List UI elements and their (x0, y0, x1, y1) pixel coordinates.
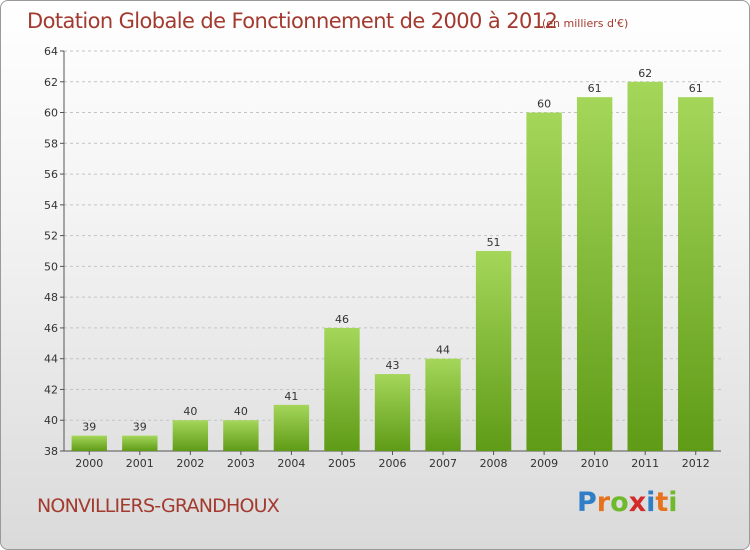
data-labels: 39 39 40 40 41 46 43 44 51 60 61 62 61 (82, 67, 702, 434)
y-tick-label: 42 (44, 383, 58, 396)
commune-name: NONVILLIERS-GRANDHOUX (37, 495, 280, 517)
bar-2004 (273, 404, 310, 451)
logo-letter: r (596, 487, 611, 518)
x-tick-label-2000: 2000 (75, 457, 103, 470)
bar-2012 (678, 97, 714, 452)
bar-2009 (526, 112, 562, 452)
x-tick-label-2011: 2011 (631, 457, 659, 470)
x-tick-label-2012: 2012 (682, 457, 710, 470)
logo-letter: o (610, 487, 629, 518)
chart-title: Dotation Globale de Fonctionnement de 20… (27, 9, 558, 33)
chart-subtitle: (en milliers d'€) (542, 17, 629, 30)
bar-2002 (172, 420, 209, 451)
bar-2000 (71, 435, 107, 451)
x-tick-label-2006: 2006 (379, 457, 407, 470)
x-tick-label-2005: 2005 (328, 457, 356, 470)
data-label-2010: 61 (588, 82, 602, 95)
data-label-2002: 40 (183, 405, 197, 418)
bar-2006 (374, 374, 411, 451)
data-label-2001: 39 (133, 421, 147, 434)
x-tick-label-2008: 2008 (480, 457, 508, 470)
data-label-2006: 43 (386, 359, 400, 372)
logo-letter: P (577, 487, 597, 518)
y-tick-label: 46 (44, 322, 58, 335)
bar-2007 (425, 358, 461, 451)
y-tick-label: 56 (44, 168, 58, 181)
data-label-2000: 39 (82, 421, 96, 434)
data-label-2005: 46 (335, 313, 349, 326)
y-tick-label: 52 (44, 230, 58, 243)
y-tick-label: 38 (44, 445, 58, 458)
y-tick-label: 64 (44, 45, 58, 58)
x-tick-label-2004: 2004 (277, 457, 305, 470)
logo-letter: t (655, 487, 669, 518)
bars (71, 81, 714, 452)
bar-2001 (122, 435, 158, 451)
x-tick-label-2003: 2003 (227, 457, 255, 470)
proxiti-logo[interactable]: Proxiti (577, 487, 678, 518)
x-tick-label-2002: 2002 (176, 457, 204, 470)
x-tick-label-2010: 2010 (581, 457, 609, 470)
bar-2003 (223, 420, 259, 451)
y-tick-label: 50 (44, 260, 58, 273)
data-label-2009: 60 (537, 98, 551, 111)
x-tick-label-2001: 2001 (126, 457, 154, 470)
y-tick-label: 62 (44, 76, 58, 89)
y-tick-label: 60 (44, 107, 58, 120)
logo-letter: i (646, 487, 656, 518)
y-tick-label: 40 (44, 414, 58, 427)
x-tick-label-2007: 2007 (429, 457, 457, 470)
data-label-2011: 62 (638, 67, 652, 80)
data-label-2004: 41 (284, 390, 298, 403)
bar-2011 (627, 81, 663, 452)
data-label-2008: 51 (487, 236, 501, 249)
bar-2008 (475, 251, 512, 451)
y-tick-label: 44 (44, 353, 58, 366)
x-tick-label-2009: 2009 (530, 457, 558, 470)
logo-letter: x (628, 487, 647, 518)
data-label-2007: 44 (436, 344, 450, 357)
y-tick-label: 48 (44, 291, 58, 304)
data-label-2003: 40 (234, 405, 248, 418)
bar-2010 (576, 97, 613, 452)
bar-2005 (324, 327, 360, 451)
logo-letter: i (668, 487, 678, 518)
data-label-2012: 61 (689, 82, 703, 95)
y-tick-label: 54 (44, 199, 58, 212)
y-tick-label: 58 (44, 137, 58, 150)
